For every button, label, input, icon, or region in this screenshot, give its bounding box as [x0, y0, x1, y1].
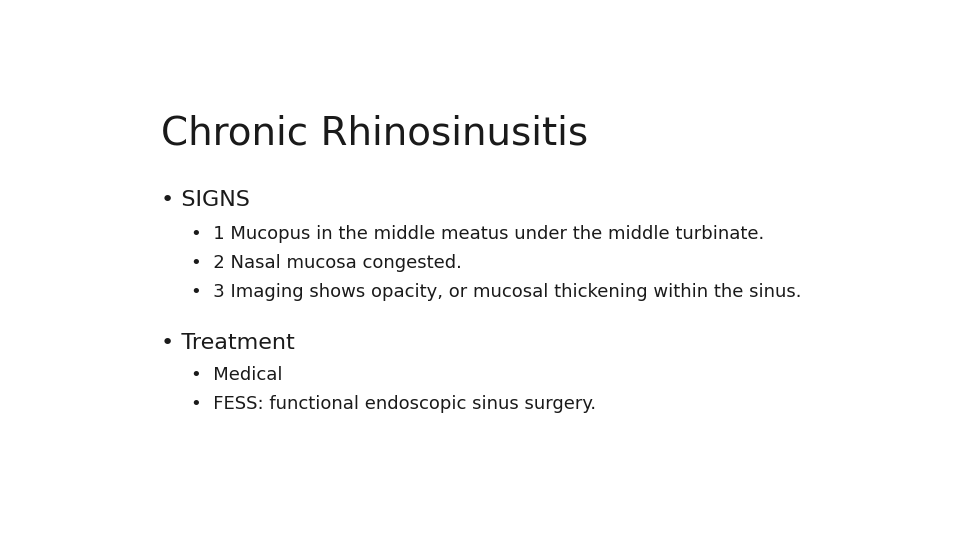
- Text: •  2 Nasal mucosa congested.: • 2 Nasal mucosa congested.: [191, 254, 462, 272]
- Text: Chronic Rhinosinusitis: Chronic Rhinosinusitis: [161, 114, 588, 153]
- Text: • Treatment: • Treatment: [161, 333, 295, 353]
- Text: •  FESS: functional endoscopic sinus surgery.: • FESS: functional endoscopic sinus surg…: [191, 395, 596, 413]
- Text: •  1 Mucopus in the middle meatus under the middle turbinate.: • 1 Mucopus in the middle meatus under t…: [191, 225, 764, 243]
- Text: • SIGNS: • SIGNS: [161, 190, 250, 210]
- Text: •  Medical: • Medical: [191, 366, 282, 384]
- Text: •  3 Imaging shows opacity, or mucosal thickening within the sinus.: • 3 Imaging shows opacity, or mucosal th…: [191, 283, 802, 301]
